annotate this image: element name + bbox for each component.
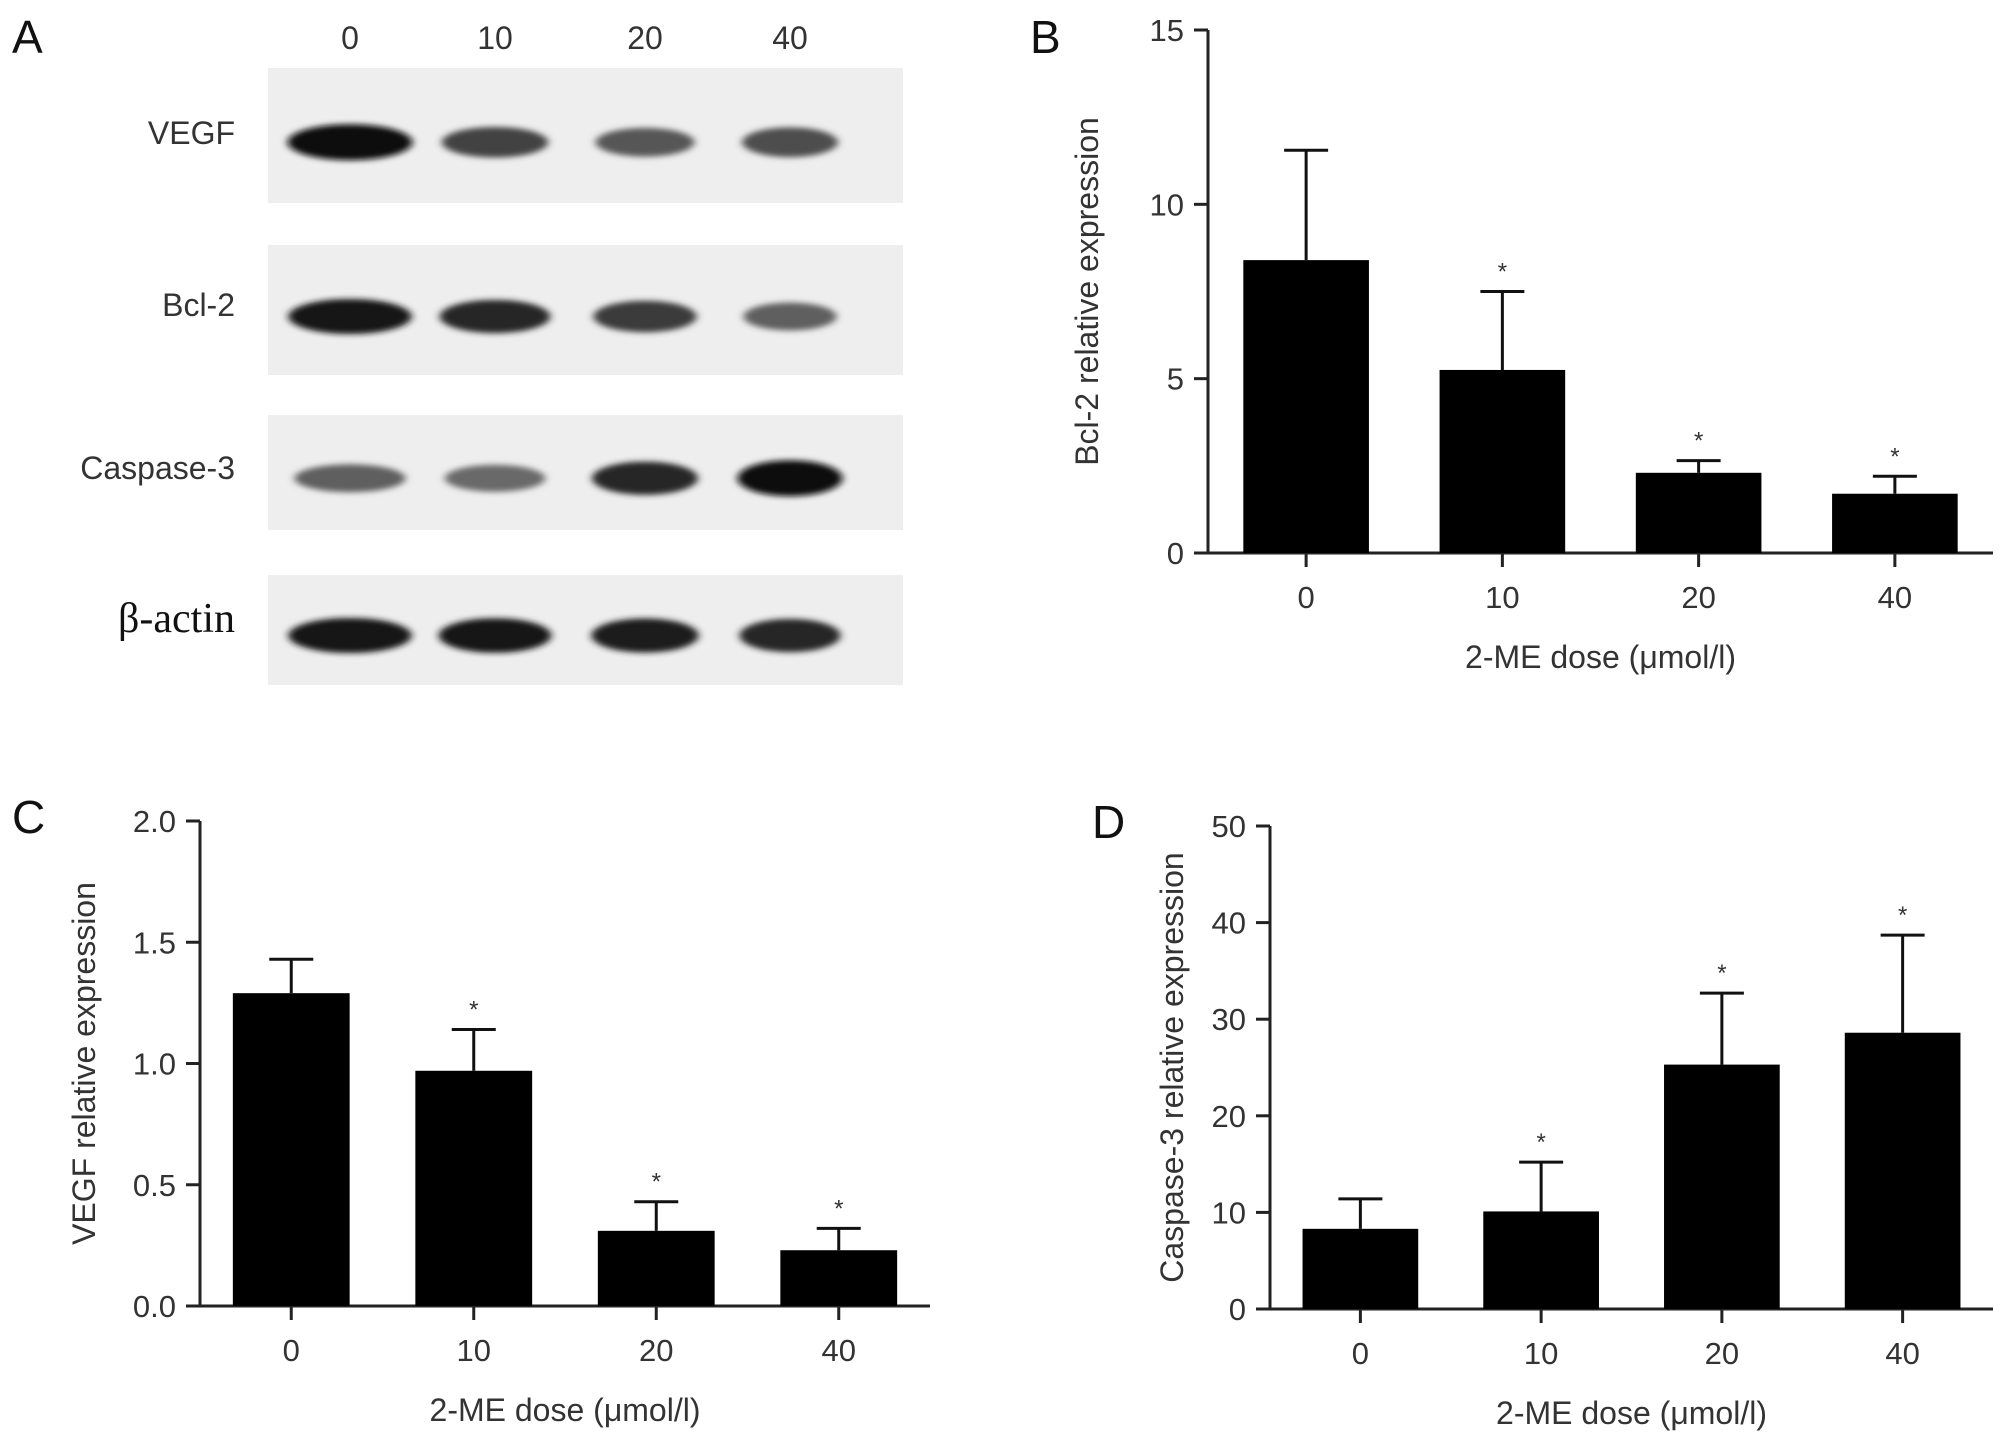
y-tick-label: 0.5: [133, 1168, 176, 1203]
blot-image: [268, 68, 903, 685]
significance-marker: *: [469, 997, 478, 1024]
bcl2-bar-chart: 0 5 10 15 0 10 * 20 * 40 * 2-ME dose (μmol/l) Bcl-2 …: [1069, 13, 1993, 675]
bar: [597, 1230, 715, 1306]
y-tick-label: 0: [1167, 536, 1184, 571]
bar: [1635, 472, 1762, 553]
bar: [1302, 1228, 1419, 1309]
x-tick-label: 10: [1524, 1336, 1558, 1371]
y-tick-label: 2.0: [133, 804, 176, 839]
x-tick-label: 0: [1352, 1336, 1369, 1371]
significance-marker: *: [652, 1169, 661, 1196]
blot-band: [742, 127, 838, 158]
bar: [1832, 493, 1958, 553]
x-tick-label: 20: [1705, 1336, 1739, 1371]
blot-band: [444, 464, 546, 492]
y-tick-label: 10: [1150, 187, 1184, 222]
blot-band: [441, 126, 549, 158]
bar: [415, 1070, 533, 1306]
y-tick-label: 30: [1212, 1002, 1246, 1037]
lane-label: 40: [772, 20, 808, 56]
y-tick-label: 40: [1212, 906, 1246, 941]
blot-band: [593, 300, 697, 333]
y-tick-label: 15: [1150, 13, 1184, 48]
panel-label-d: D: [1092, 796, 1126, 848]
y-axis-label: VEGF relative expression: [66, 882, 102, 1245]
caspase3-bar-chart: 0 10 20 30 40 50 0 10 * 20 * 40 * 2-ME dose (μmol/l) C…: [1154, 809, 1993, 1431]
lane-label: 10: [477, 20, 513, 56]
significance-marker: *: [1717, 960, 1726, 987]
x-tick-label: 20: [1681, 580, 1715, 615]
blot-band: [287, 124, 413, 161]
x-tick-label: 0: [1298, 580, 1315, 615]
blot-band: [439, 299, 551, 334]
x-tick-label: 40: [822, 1333, 856, 1368]
protein-label: β-actin: [118, 596, 235, 642]
blot-band: [592, 461, 698, 495]
protein-label: VEGF: [147, 115, 235, 151]
y-tick-label: 10: [1212, 1195, 1246, 1230]
y-axis-label: Caspase-3 relative expression: [1154, 852, 1190, 1282]
blot-band: [595, 127, 695, 157]
blot-band: [288, 298, 412, 335]
significance-marker: *: [834, 1195, 843, 1222]
blot-band: [737, 460, 843, 497]
blot-band: [438, 618, 552, 653]
y-tick-label: 20: [1212, 1099, 1246, 1134]
blot-band: [743, 302, 837, 331]
y-tick-label: 5: [1167, 362, 1184, 397]
blot-band: [288, 617, 412, 654]
significance-marker: *: [1694, 428, 1703, 455]
bar: [1243, 260, 1369, 553]
x-tick-label: 0: [283, 1333, 300, 1368]
x-tick-label: 20: [639, 1333, 673, 1368]
x-tick-label: 10: [1485, 580, 1519, 615]
bar: [780, 1250, 898, 1306]
x-axis-label: 2-ME dose (μmol/l): [430, 1392, 701, 1428]
western-blot-panel: 0 10 20 40 VEGF Bcl-2 Caspase-3 β-actin: [0, 0, 910, 700]
x-axis-label: 2-ME dose (μmol/l): [1496, 1395, 1767, 1431]
x-axis-label: 2-ME dose (μmol/l): [1465, 639, 1736, 675]
significance-marker: *: [1536, 1129, 1545, 1156]
bar: [232, 993, 350, 1306]
protein-label: Bcl-2: [162, 287, 235, 323]
y-tick-label: 0: [1229, 1292, 1246, 1327]
panel-label-a: A: [12, 11, 43, 63]
bar: [1844, 1032, 1961, 1309]
bar: [1483, 1211, 1599, 1309]
significance-marker: *: [1898, 902, 1907, 929]
x-tick-label: 10: [457, 1333, 491, 1368]
y-tick-label: 0.0: [133, 1289, 176, 1324]
y-tick-label: 1.5: [133, 925, 176, 960]
blot-band: [591, 618, 699, 653]
blot-band: [294, 464, 406, 493]
panel-label-c: C: [12, 791, 46, 843]
y-axis-label: Bcl-2 relative expression: [1069, 117, 1105, 466]
y-tick-label: 1.0: [133, 1047, 176, 1082]
significance-marker: *: [1498, 259, 1507, 286]
blot-band: [739, 618, 841, 653]
bar: [1664, 1064, 1780, 1309]
lane-label: 0: [341, 20, 359, 56]
y-tick-label: 50: [1212, 809, 1246, 844]
protein-label: Caspase-3: [80, 450, 235, 486]
bar: [1439, 369, 1566, 553]
significance-marker: *: [1890, 443, 1899, 470]
x-tick-label: 40: [1885, 1336, 1919, 1371]
lane-label: 20: [627, 20, 663, 56]
vegf-bar-chart: 0.0 0.5 1.0 1.5 2.0 0 10 * 20 * 40 * 2-ME dose (μmol…: [66, 804, 930, 1428]
panel-label-b: B: [1030, 11, 1061, 63]
x-tick-label: 40: [1878, 580, 1912, 615]
